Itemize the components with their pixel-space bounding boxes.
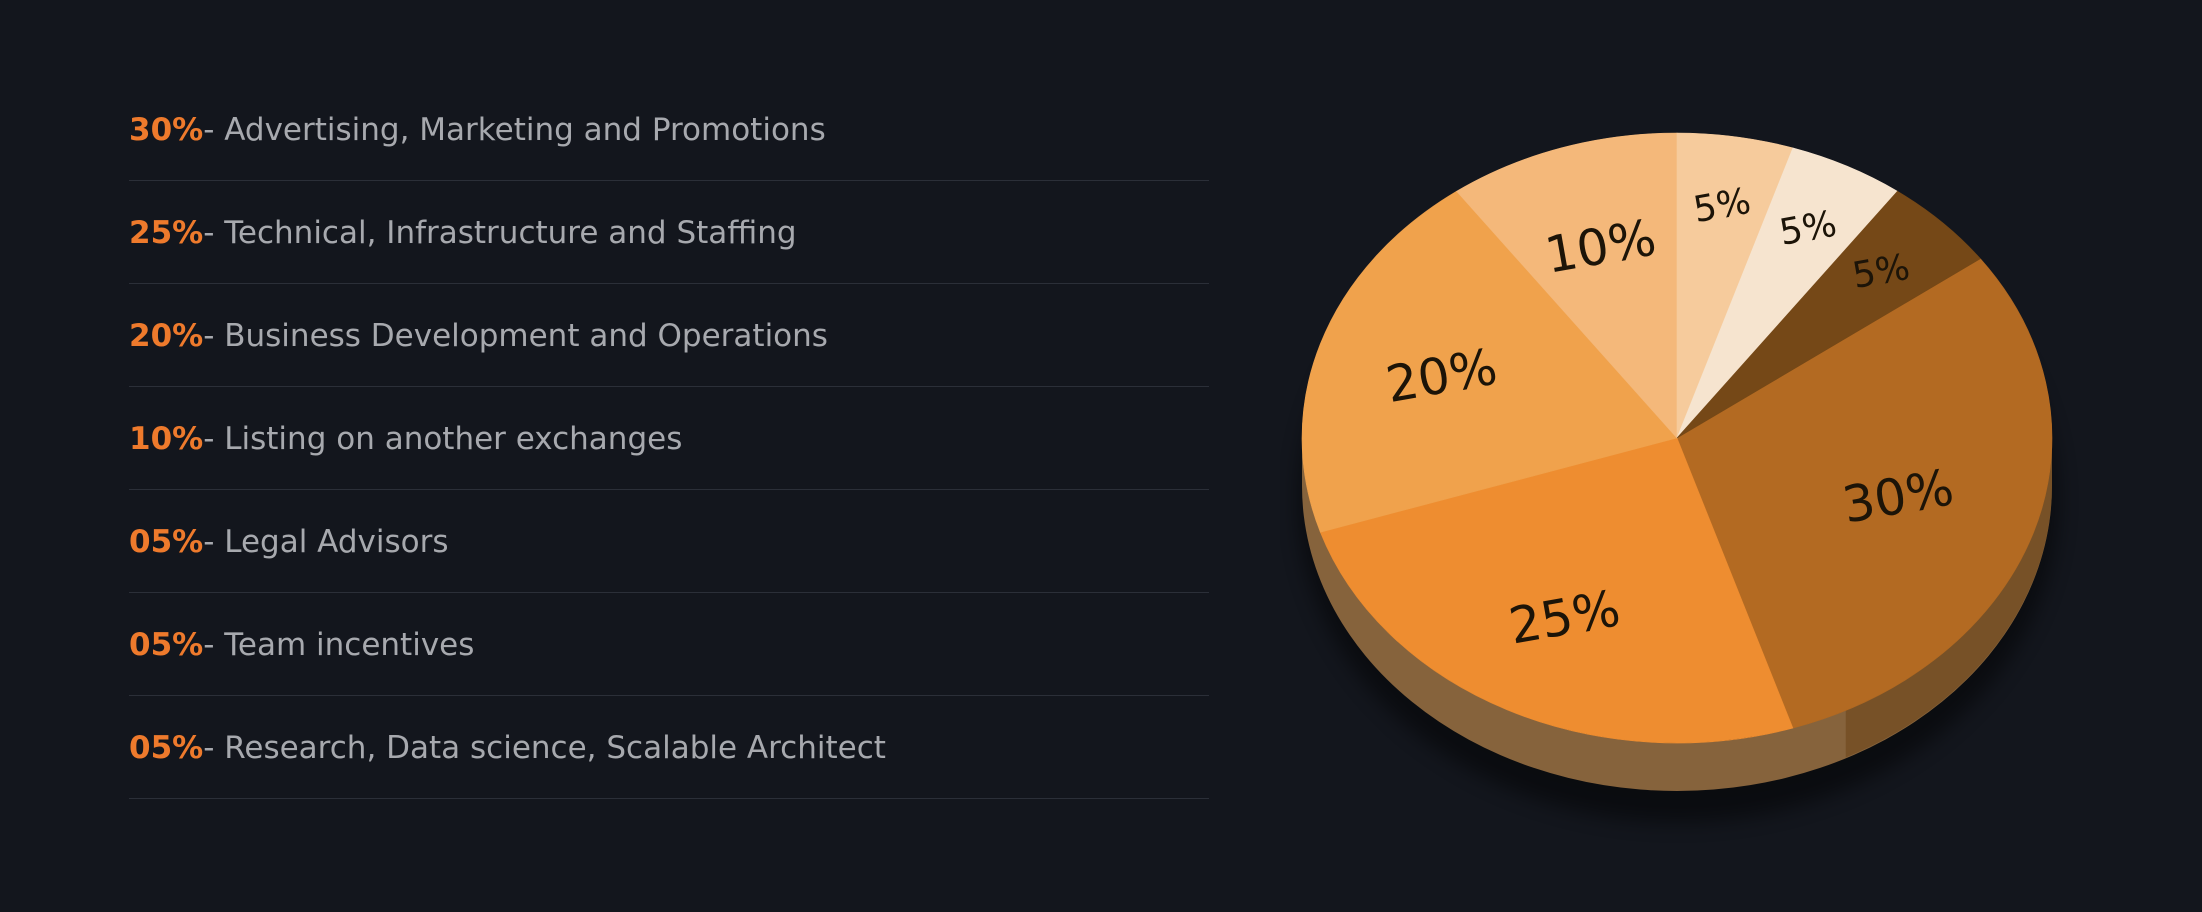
- pie-slice: [1456, 132, 1678, 439]
- pie-side: [1302, 438, 2052, 791]
- legend-label: - Advertising, Marketing and Promotions: [203, 112, 826, 148]
- legend-item: 05%- Research, Data science, Scalable Ar…: [129, 696, 1209, 799]
- pie-slice: [1319, 437, 1794, 744]
- legend-item: 30%- Advertising, Marketing and Promotio…: [129, 78, 1209, 181]
- legend-label: - Technical, Infrastructure and Staffing: [203, 215, 797, 251]
- pie-slice-label: 5%: [1850, 247, 1913, 297]
- legend-label: - Research, Data science, Scalable Archi…: [203, 730, 886, 766]
- legend-label: - Listing on another exchanges: [203, 421, 683, 457]
- pie-slice: [1676, 258, 2053, 729]
- legend-percent: 10%: [129, 421, 204, 457]
- legend-percent: 05%: [129, 524, 204, 560]
- pie-labels: 30%25%20%10%5% 5%5%: [1382, 181, 1958, 656]
- legend-percent: 05%: [129, 730, 204, 766]
- legend-percent: 30%: [129, 112, 204, 148]
- pie-chart: 30%25%20%10%5% 5%5%: [1298, 132, 2058, 822]
- pie-slice: [1676, 190, 1981, 439]
- pie-side-shade: [1845, 438, 2052, 758]
- legend-percent: 05%: [129, 627, 204, 663]
- legend-item: 10%- Listing on another exchanges: [129, 387, 1209, 490]
- legend-item: 05%- Legal Advisors: [129, 490, 1209, 593]
- legend-label: - Business Development and Operations: [203, 318, 828, 354]
- legend-label: - Legal Advisors: [203, 524, 449, 560]
- legend-item: 25%- Technical, Infrastructure and Staff…: [129, 181, 1209, 284]
- legend-percent: 25%: [129, 215, 204, 251]
- pie-slice-label: 5%: [1776, 204, 1839, 254]
- legend-item: 20%- Business Development and Operations: [129, 284, 1209, 387]
- pie-slice-label: 5%: [1691, 181, 1754, 231]
- legend-item: 05%- Team incentives: [129, 593, 1209, 696]
- pie-chart-container: 30% 25% 20% 10% 5% 5% 5%: [1280, 110, 2080, 850]
- pie-slices: [1301, 132, 2053, 744]
- pie-slice: [1301, 190, 1678, 533]
- allocation-legend: 30%- Advertising, Marketing and Promotio…: [129, 78, 1209, 799]
- legend-percent: 20%: [129, 318, 204, 354]
- legend-label: - Team incentives: [203, 627, 475, 663]
